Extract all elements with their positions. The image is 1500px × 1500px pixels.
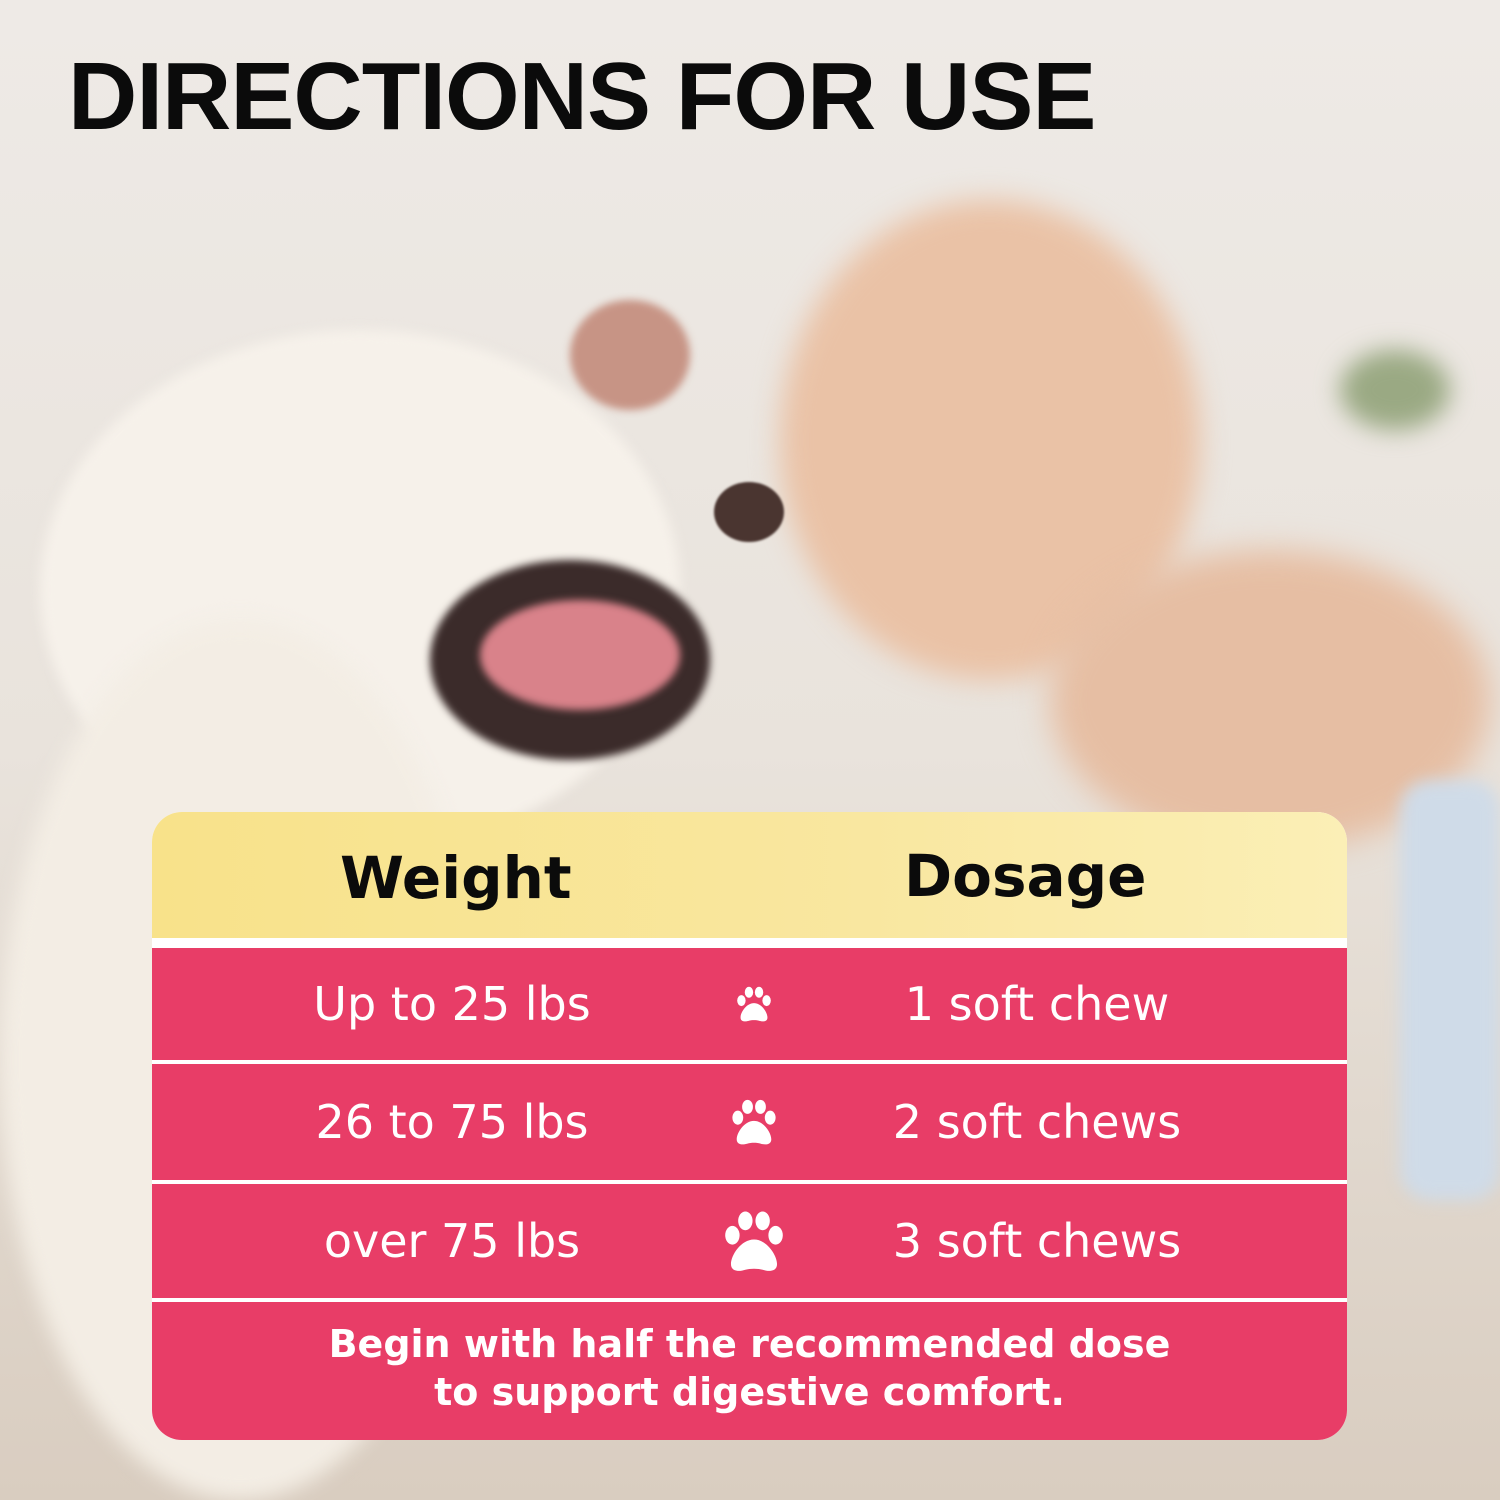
dosage-header: Dosage	[904, 842, 1147, 910]
paw-icon	[725, 1211, 783, 1271]
dosage-table: Weight Dosage Up to 25 lbs 1 soft chew 2…	[152, 812, 1347, 1440]
sleeve	[1400, 780, 1500, 1200]
page-title: DIRECTIONS FOR USE	[68, 43, 1096, 150]
table-row: 26 to 75 lbs 2 soft chews	[152, 1064, 1347, 1180]
weight-cell: 26 to 75 lbs	[315, 1095, 589, 1149]
dog-nose	[570, 300, 690, 410]
note-line-1: Begin with half the recommended dose	[328, 1322, 1171, 1366]
dosage-cell: 1 soft chew	[904, 977, 1170, 1031]
weight-cell: Up to 25 lbs	[313, 977, 591, 1031]
dosage-cell: 3 soft chews	[892, 1214, 1182, 1268]
weight-header: Weight	[340, 844, 572, 912]
paw-icon	[732, 1099, 776, 1145]
dosage-note: Begin with half the recommended dose to …	[152, 1302, 1347, 1440]
chew-treat	[714, 482, 784, 542]
weight-cell: over 75 lbs	[323, 1214, 581, 1268]
table-header: Weight Dosage	[152, 812, 1347, 938]
plant	[1340, 350, 1450, 430]
dog-tongue	[480, 600, 680, 710]
table-row: Up to 25 lbs 1 soft chew	[152, 948, 1347, 1060]
dosage-cell: 2 soft chews	[892, 1095, 1182, 1149]
table-row: over 75 lbs 3 soft chews	[152, 1184, 1347, 1298]
note-line-2: to support digestive comfort.	[434, 1370, 1065, 1414]
paw-icon	[737, 986, 771, 1022]
